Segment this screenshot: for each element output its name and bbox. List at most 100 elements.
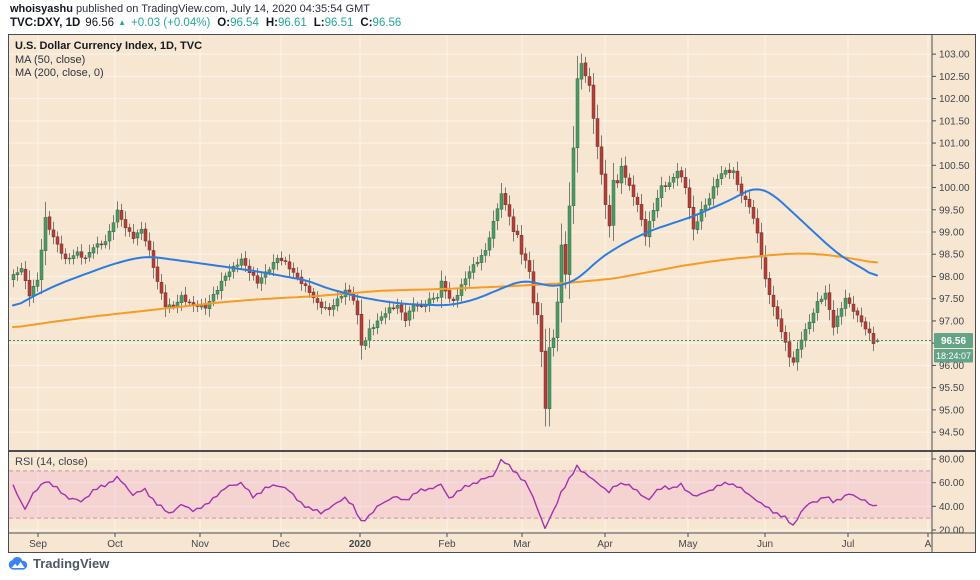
rsi-line bbox=[12, 458, 878, 530]
candle-up bbox=[215, 290, 220, 295]
candle-up bbox=[699, 209, 704, 222]
up-arrow-icon: ▲ bbox=[118, 18, 126, 27]
candle-up bbox=[271, 262, 276, 270]
candle-down bbox=[639, 204, 644, 220]
candle-up bbox=[371, 327, 376, 330]
candle-down bbox=[591, 84, 596, 119]
tradingview-brand[interactable]: TradingView bbox=[33, 556, 110, 571]
time-tick-label: A bbox=[925, 539, 932, 550]
gridlines bbox=[9, 35, 932, 533]
candle-up bbox=[807, 321, 812, 330]
candle-up bbox=[263, 271, 268, 278]
candle-down bbox=[847, 297, 852, 304]
candle-up bbox=[611, 179, 616, 226]
candle-down bbox=[527, 260, 532, 272]
time-tick-label: Jun bbox=[757, 539, 773, 550]
candle-up bbox=[495, 208, 500, 221]
candle-up bbox=[459, 284, 464, 296]
candle-down bbox=[791, 357, 796, 363]
candle-up bbox=[575, 78, 580, 149]
time-tick-label: Apr bbox=[597, 539, 613, 550]
candle-down bbox=[391, 307, 396, 310]
candle-down bbox=[871, 333, 876, 344]
candle-up bbox=[387, 307, 392, 314]
candle-up bbox=[823, 292, 828, 300]
candle-up bbox=[87, 252, 92, 258]
candle-down bbox=[635, 196, 640, 205]
price-tick-label: 100.00 bbox=[939, 183, 970, 194]
candle-down bbox=[55, 236, 60, 245]
candle-down bbox=[779, 318, 784, 333]
candle-down bbox=[543, 350, 548, 409]
candle-up bbox=[711, 186, 716, 199]
candle-up bbox=[675, 170, 680, 179]
candle-up bbox=[323, 307, 328, 309]
candle-up bbox=[555, 301, 560, 338]
candle-up bbox=[19, 268, 24, 273]
candle-up bbox=[139, 228, 144, 234]
candle-up bbox=[843, 297, 848, 309]
last-price-label: 96.56 bbox=[941, 336, 966, 347]
candle-down bbox=[859, 315, 864, 323]
candle-up bbox=[331, 305, 336, 310]
open-label: O: bbox=[217, 17, 231, 29]
price-tick-label: 94.50 bbox=[939, 428, 964, 439]
time-tick-label: Feb bbox=[438, 539, 456, 550]
price-tick-label: 98.00 bbox=[939, 272, 964, 283]
price-change: +0.03 (+0.04%) bbox=[131, 17, 211, 29]
candle-up bbox=[211, 294, 216, 302]
candle-up bbox=[571, 147, 576, 207]
rsi-scale[interactable]: 80.00 60.00 40.00 20.00 bbox=[932, 455, 964, 537]
candle-up bbox=[799, 339, 804, 350]
chart-frame[interactable]: 103.00 102.50 102.00 101.50 101.00 100.50 100.… bbox=[8, 34, 976, 553]
candle-down bbox=[539, 315, 544, 352]
candle-up bbox=[567, 205, 572, 275]
candle-up bbox=[407, 310, 412, 321]
price-tick-label: 96.00 bbox=[939, 361, 964, 372]
time-tick-label: Mar bbox=[513, 539, 531, 550]
candle-down bbox=[447, 290, 452, 299]
candle-down bbox=[143, 228, 148, 242]
rsi-tick-label: 80.00 bbox=[939, 455, 964, 466]
candle-down bbox=[63, 253, 68, 260]
time-scale[interactable]: Sep Oct Nov Dec 2020 Feb Mar Apr May Jun Jul A bbox=[29, 533, 932, 550]
candle-down bbox=[183, 294, 188, 302]
candle-down bbox=[403, 312, 408, 321]
candle-down bbox=[783, 332, 788, 343]
candle-down bbox=[159, 281, 164, 294]
candle-down bbox=[643, 219, 648, 237]
candle-down bbox=[119, 210, 124, 220]
candle-up bbox=[551, 337, 556, 348]
price-scale[interactable]: 103.00 102.50 102.00 101.50 101.00 100.50 100.… bbox=[932, 50, 970, 439]
candle-down bbox=[595, 118, 600, 147]
price-tick-label: 95.00 bbox=[939, 405, 964, 416]
candle-down bbox=[295, 272, 300, 278]
candle-up bbox=[463, 278, 468, 286]
candle-up bbox=[91, 247, 96, 254]
candle-down bbox=[759, 232, 764, 258]
candle-down bbox=[99, 243, 104, 246]
candle-up bbox=[483, 250, 488, 256]
candle-down bbox=[419, 305, 424, 308]
candle-up bbox=[207, 301, 212, 309]
candle-down bbox=[743, 195, 748, 200]
candle-up bbox=[811, 312, 816, 324]
candle-up bbox=[67, 257, 72, 260]
publish-info: published on TradingView.com, July 14, 2… bbox=[72, 3, 370, 15]
candle-down bbox=[679, 170, 684, 178]
last-price-value: 96.56 bbox=[85, 17, 115, 29]
price-tick-label: 102.50 bbox=[939, 72, 970, 83]
candle-up bbox=[455, 295, 460, 301]
candle-down bbox=[503, 193, 508, 205]
candle-down bbox=[687, 187, 692, 208]
rsi-tick-label: 40.00 bbox=[939, 502, 964, 513]
tradingview-logo-icon[interactable] bbox=[8, 557, 28, 570]
candle-up bbox=[559, 244, 564, 303]
price-tick-label: 99.50 bbox=[939, 205, 964, 216]
candle-up bbox=[579, 63, 584, 80]
chart-canvas[interactable]: 103.00 102.50 102.00 101.50 101.00 100.50 100.… bbox=[9, 35, 975, 552]
candle-down bbox=[523, 253, 528, 261]
candle-down bbox=[83, 257, 88, 260]
candle-up bbox=[267, 269, 272, 273]
candle-up bbox=[619, 165, 624, 184]
